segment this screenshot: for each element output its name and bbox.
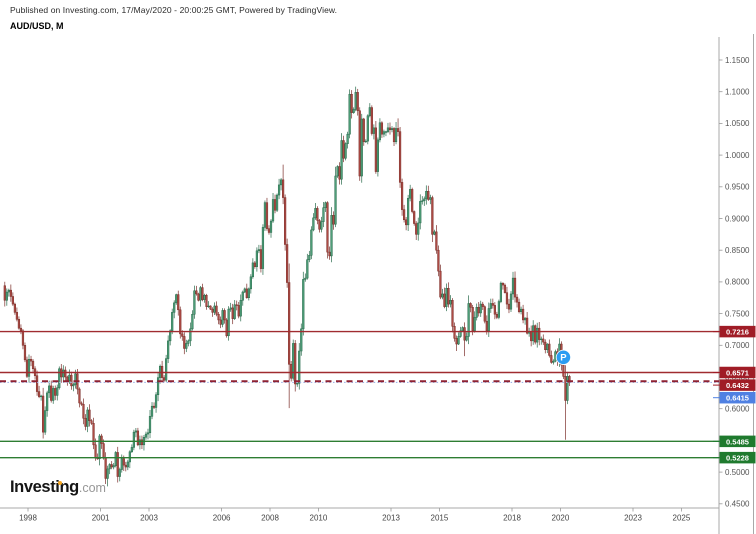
price-tick-label: 1.1500 [725,56,750,65]
pattern-marker-label: P [560,353,567,364]
price-badge-label: 0.7216 [726,328,749,337]
price-badge-0.6571 [719,366,756,379]
price-tick-label: 0.9500 [725,183,750,192]
pattern-marker[interactable]: P [555,349,572,365]
price-tick-label: 1.0500 [725,119,750,128]
price-tick-label: 0.7000 [725,341,750,350]
investing-logo: Investing.com [10,478,106,497]
candlestick-series [3,86,571,487]
year-tick-label: 1998 [19,514,37,523]
published-caption: Published on Investing.com, 17/May/2020 … [10,5,338,15]
year-tick-label: 2018 [503,514,521,523]
price-tick-label: 0.7500 [725,309,750,318]
logo-orange-dot-icon [57,481,62,486]
price-tick-label: 0.8500 [725,246,750,255]
time-axis[interactable]: 1998 2001 2003 2006 2008 2010 2013 2015 2018 2020… [19,508,691,523]
year-tick-label: 2023 [624,514,642,523]
symbol-title: AUD/USD, M [10,21,64,31]
price-tick-label: 0.8000 [725,278,750,287]
price-badge-label: 0.5485 [726,437,749,446]
year-tick-label: 2025 [673,514,691,523]
price-badges: 0.7216 0.6571 0.6432 0.6415 0.5485 0.5228 [713,325,756,464]
price-badge-label: 0.5228 [726,454,749,463]
year-tick-label: 2013 [382,514,400,523]
horizontal-levels [0,330,719,459]
price-badge-0.6415 [719,391,756,404]
logo-tld: .com [78,481,106,495]
year-tick-label: 2020 [552,514,570,523]
year-tick-label: 2015 [431,514,449,523]
year-tick-label: 2003 [140,514,158,523]
price-tick-label: 1.1000 [725,88,750,97]
price-badge-0.7216 [719,325,756,338]
price-tick-label: 0.9000 [725,214,750,223]
price-tick-label: 0.6000 [725,405,750,414]
price-badge-label: 0.6415 [726,394,749,403]
year-tick-label: 2006 [213,514,231,523]
price-badge-label: 0.6571 [726,368,749,377]
price-badge-0.5228 [719,451,756,464]
price-badge-label: 0.6432 [726,381,749,390]
pattern-marker-icon[interactable] [555,349,572,365]
price-tick-label: 0.5000 [725,468,750,477]
price-badge-0.6432 [719,379,756,391]
axes [0,34,754,534]
logo-wordmark: Investing [10,478,79,496]
price-tick-label: 0.4500 [725,500,750,509]
price-badge-0.5485 [719,435,756,448]
year-tick-label: 2010 [310,514,328,523]
price-tick-label: 1.0000 [725,151,750,160]
year-tick-label: 2001 [92,514,110,523]
year-tick-label: 2008 [261,514,279,523]
